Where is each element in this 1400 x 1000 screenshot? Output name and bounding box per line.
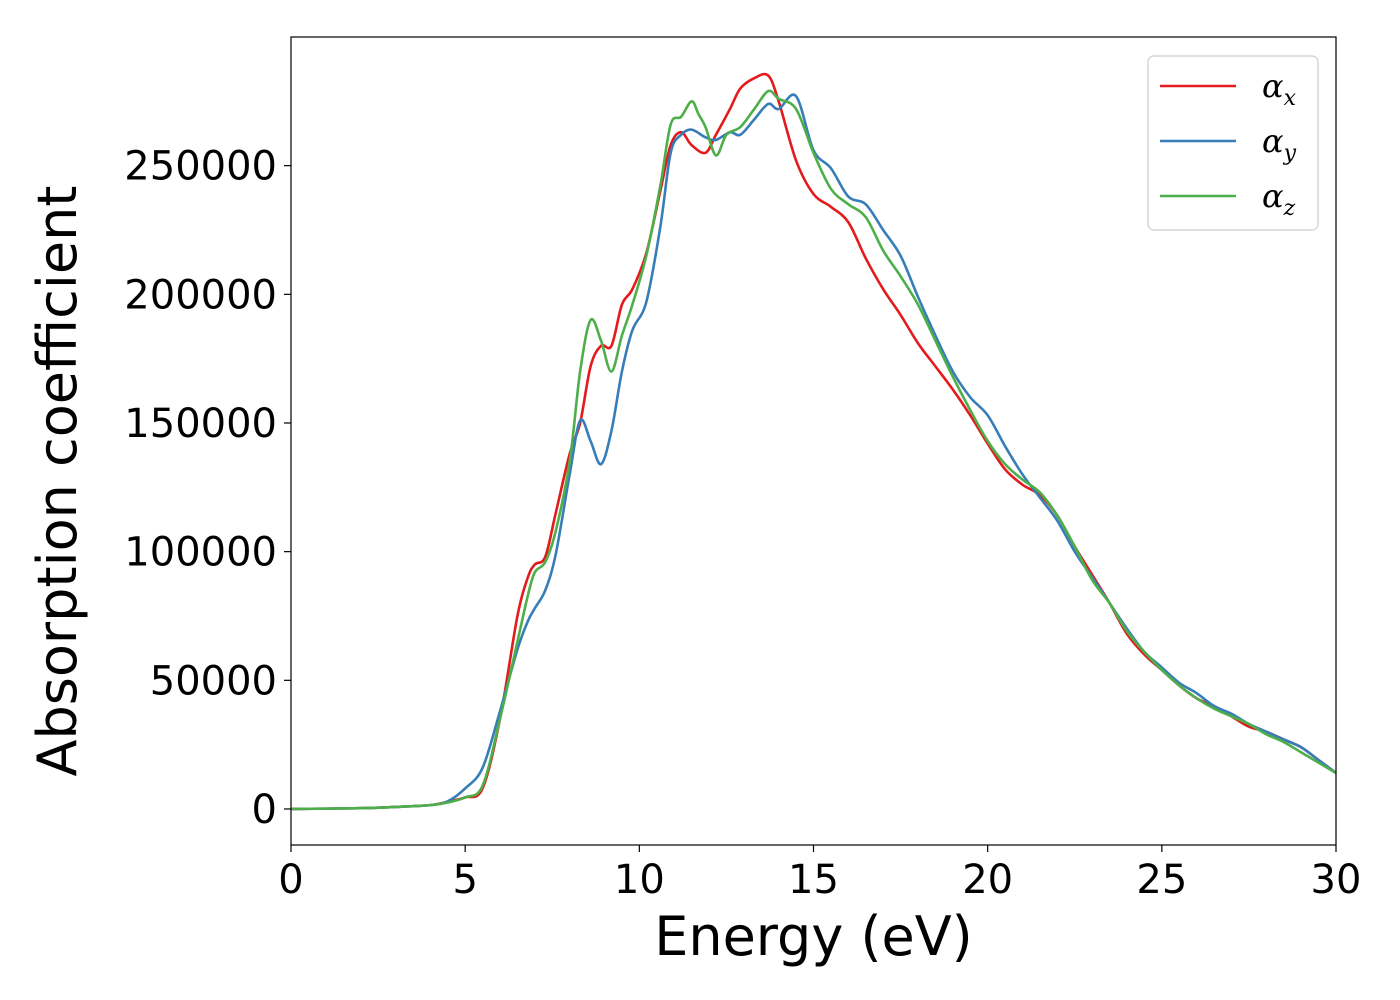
x-tick-label: 25: [1136, 857, 1187, 903]
legend-box: [1147, 55, 1319, 231]
legend: αx αy αz: [1147, 55, 1319, 231]
x-tick-label: 10: [614, 857, 665, 903]
x-axis-label: Energy (eV): [654, 905, 973, 968]
y-tick-label: 100000: [124, 530, 277, 576]
y-tick-label: 50000: [150, 658, 277, 704]
x-tick-label: 20: [962, 857, 1013, 903]
x-tick-label: 15: [788, 857, 839, 903]
legend-label-z: αz: [1262, 177, 1296, 221]
y-tick-label: 0: [252, 787, 277, 833]
legend-label-x: αx: [1262, 67, 1297, 111]
y-tick-label: 150000: [124, 401, 277, 447]
y-axis-label: Absorption coefficient: [26, 186, 89, 777]
y-tick-label: 250000: [124, 144, 277, 190]
x-axis: 0 5 10 15 20 25 30: [278, 845, 1361, 903]
series-line-z: [290, 89, 1337, 811]
series-layer: [290, 72, 1337, 811]
legend-label-y: αy: [1262, 122, 1297, 166]
x-tick-label: 0: [278, 857, 303, 903]
y-axis: 0 50000 100000 150000 200000 250000: [124, 144, 291, 833]
x-tick-label: 30: [1311, 857, 1362, 903]
x-tick-label: 5: [452, 857, 477, 903]
y-tick-label: 200000: [124, 272, 277, 318]
